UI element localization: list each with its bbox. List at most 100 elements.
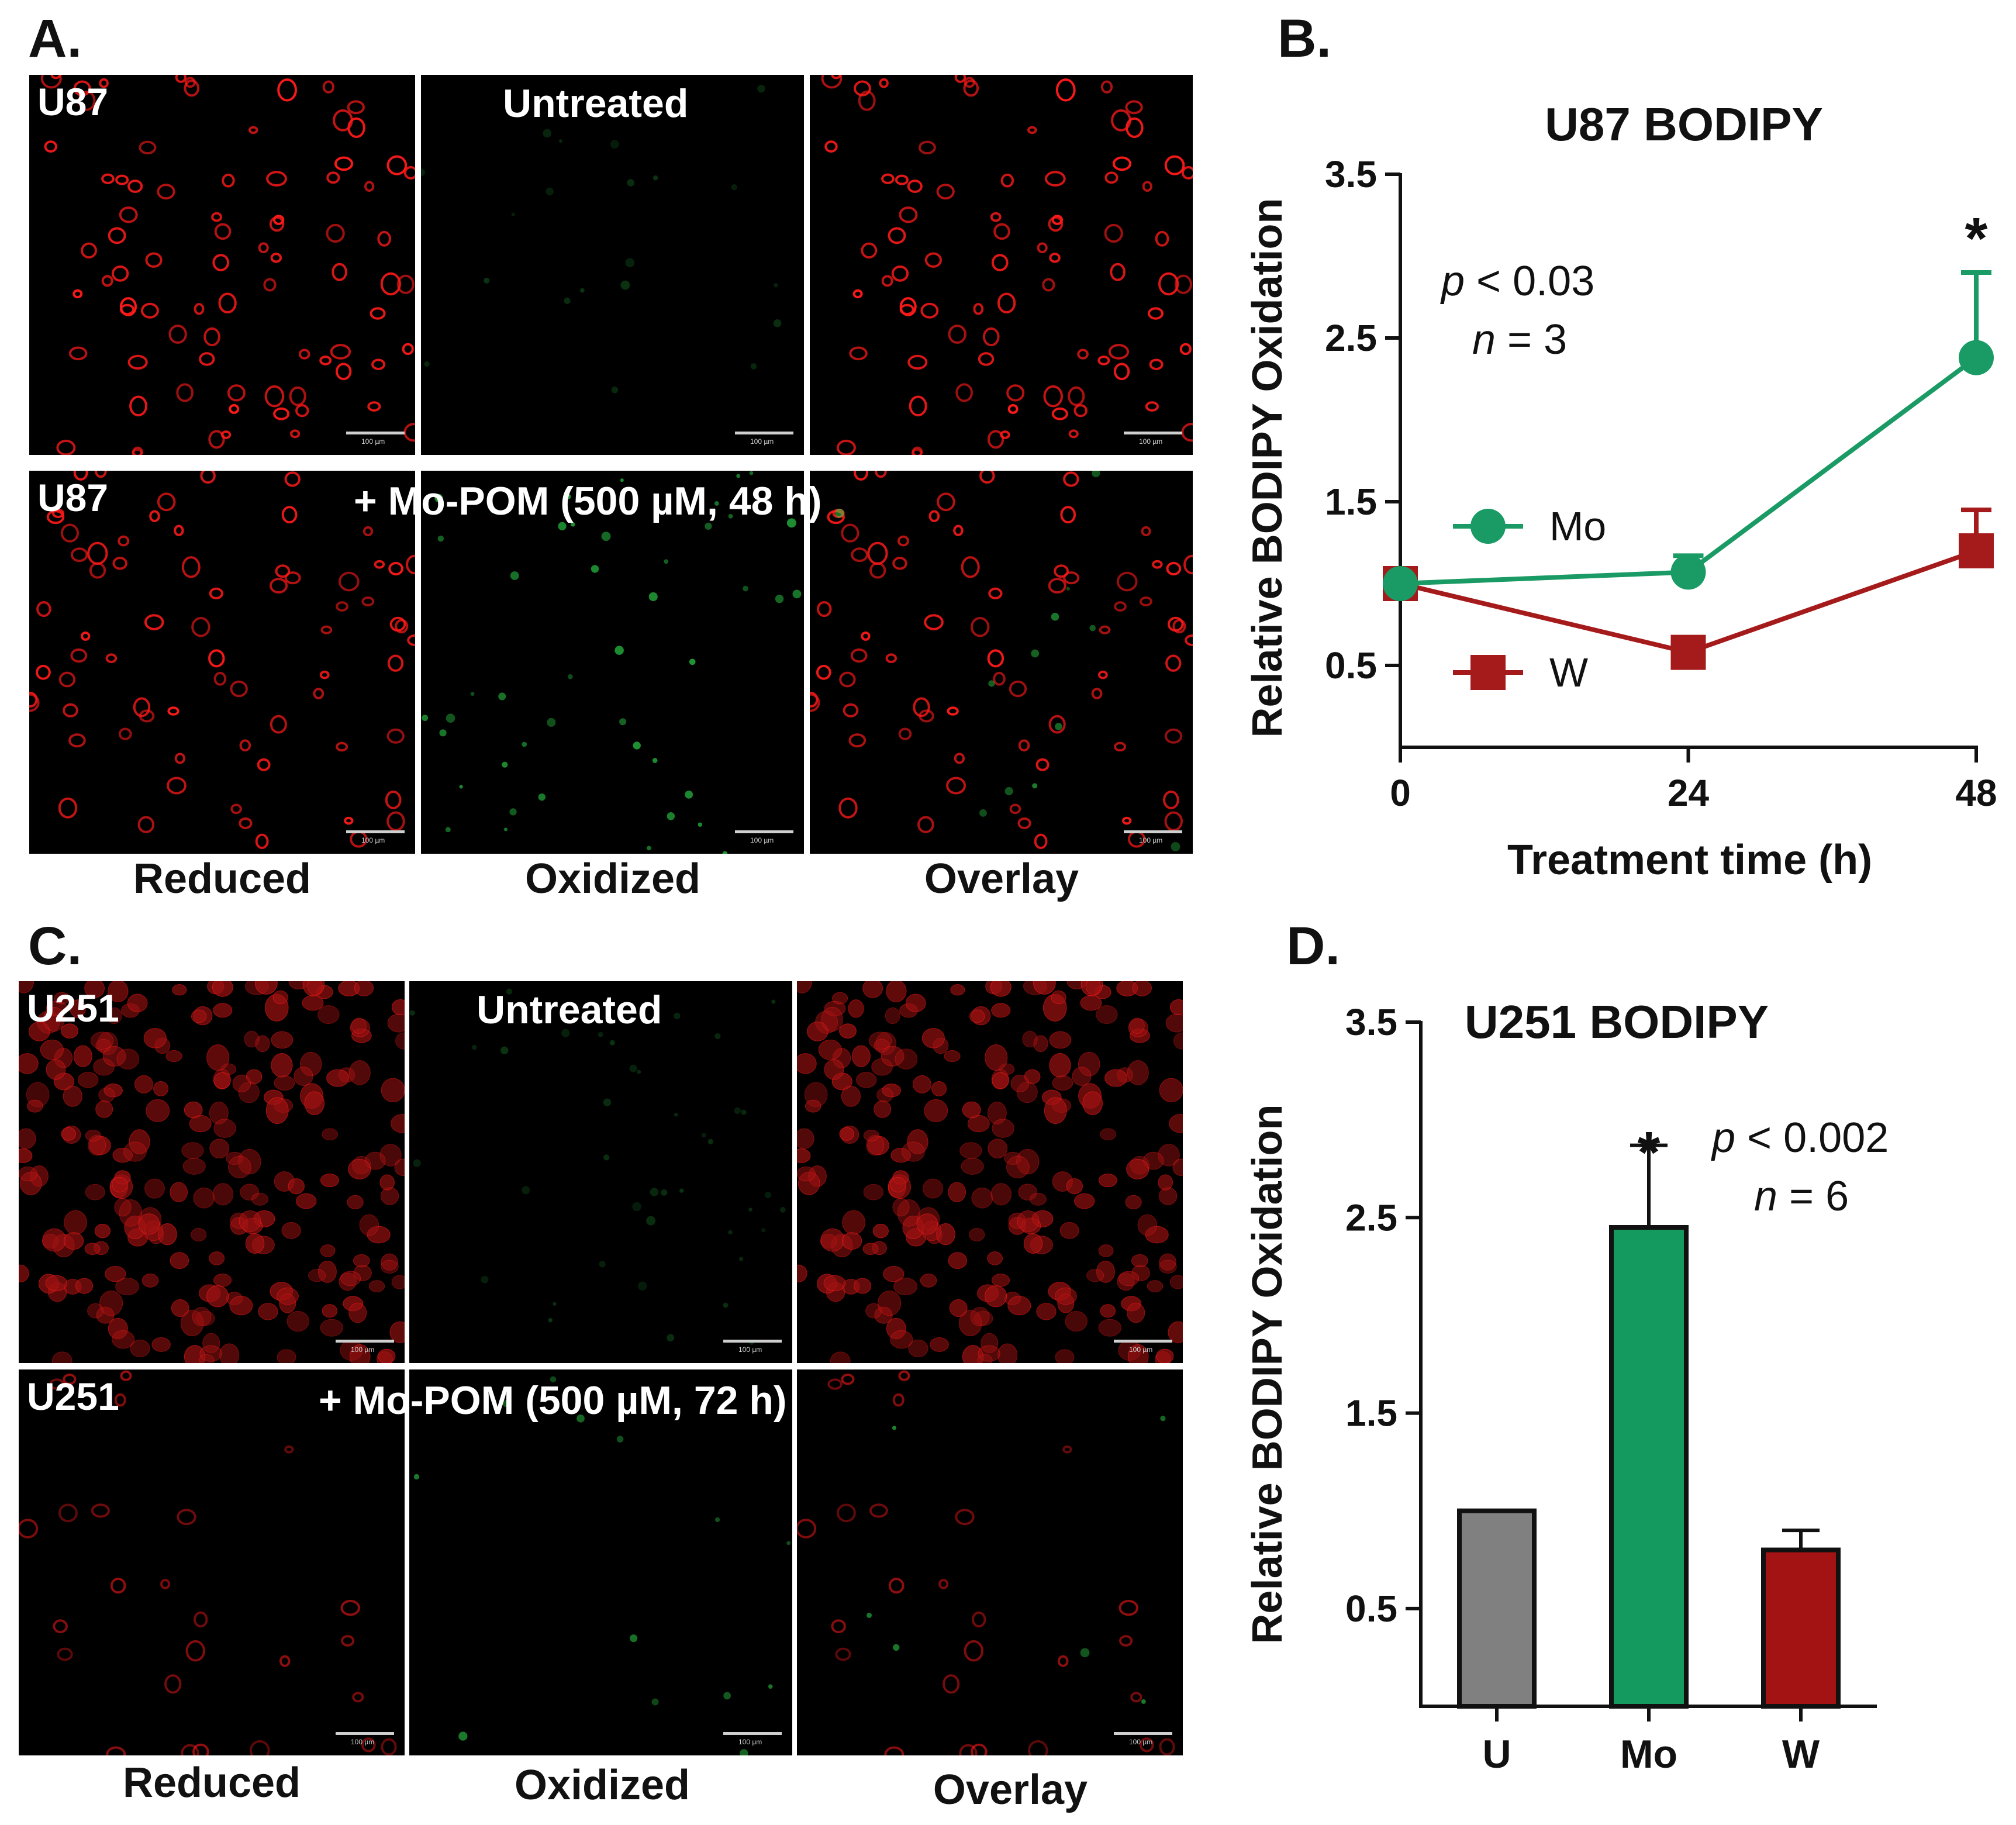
red-cell bbox=[959, 1142, 982, 1159]
red-cell bbox=[174, 525, 184, 536]
red-cell bbox=[1132, 981, 1152, 996]
red-cell bbox=[272, 990, 288, 1005]
red-cell bbox=[797, 981, 813, 993]
y-tick-label: 0.5 bbox=[1345, 1588, 1397, 1630]
red-cell bbox=[1130, 1692, 1142, 1703]
red-cell bbox=[326, 223, 345, 243]
green-spot bbox=[685, 791, 693, 799]
series-line-Mo bbox=[1400, 356, 1978, 586]
red-cell bbox=[907, 180, 923, 194]
red-cell bbox=[348, 1158, 371, 1179]
red-cell bbox=[27, 1099, 43, 1113]
red-cell bbox=[1163, 790, 1179, 810]
red-cell bbox=[851, 547, 868, 563]
green-spot bbox=[775, 594, 784, 603]
red-cell bbox=[1174, 274, 1192, 294]
red-cell bbox=[209, 1139, 230, 1159]
red-cell bbox=[111, 265, 129, 282]
green-spot bbox=[566, 494, 571, 499]
red-cell bbox=[867, 541, 888, 565]
x-tick-label: Mo bbox=[1620, 1732, 1677, 1776]
green-spot bbox=[633, 741, 641, 750]
red-cell bbox=[884, 1746, 905, 1755]
green-spot bbox=[599, 1261, 606, 1268]
scale-bar-label: 100 µm bbox=[750, 836, 774, 844]
green-spot bbox=[421, 168, 426, 177]
red-cell bbox=[797, 1264, 807, 1282]
red-cell bbox=[70, 648, 88, 663]
red-cell bbox=[924, 252, 943, 268]
red-cell bbox=[317, 1260, 337, 1283]
red-cell bbox=[70, 547, 88, 563]
red-cell bbox=[112, 557, 127, 570]
red-cell bbox=[947, 706, 959, 716]
red-cell bbox=[1121, 816, 1132, 825]
significance-star: * bbox=[1965, 206, 1988, 271]
red-cell bbox=[296, 1193, 317, 1209]
x-tick-label: W bbox=[1782, 1732, 1820, 1776]
red-cell bbox=[839, 1127, 854, 1141]
red-cell bbox=[61, 1023, 78, 1039]
red-cell bbox=[831, 1619, 846, 1634]
red-cell bbox=[797, 1148, 811, 1163]
u87-line-chart: U87 BODIPY 0.5 1.5 2.5 3.5 0 24 48 Treatment tim… bbox=[1228, 88, 2016, 918]
red-cell bbox=[380, 272, 401, 296]
red-cell bbox=[916, 1213, 938, 1235]
bar-U bbox=[1457, 1508, 1537, 1709]
red-cell bbox=[805, 1099, 821, 1113]
significance-star: * bbox=[1638, 1120, 1661, 1185]
red-cell bbox=[284, 571, 301, 585]
green-spot bbox=[610, 140, 619, 149]
red-cell bbox=[818, 1039, 842, 1060]
red-cell bbox=[385, 790, 402, 810]
red-cell bbox=[338, 571, 360, 592]
red-cell bbox=[165, 1050, 182, 1062]
green-spot bbox=[437, 535, 444, 542]
red-cell bbox=[290, 429, 301, 439]
green-spot bbox=[586, 1391, 590, 1395]
green-spot bbox=[522, 741, 527, 747]
green-spot bbox=[413, 1159, 421, 1167]
scale-bar bbox=[336, 1732, 394, 1735]
red-cell bbox=[98, 1087, 115, 1103]
x-axis-label: Treatment time (h) bbox=[1507, 837, 1872, 884]
green-spot bbox=[490, 509, 495, 513]
red-cell bbox=[1006, 384, 1025, 402]
green-spot bbox=[511, 212, 515, 216]
green-spot bbox=[667, 1334, 675, 1342]
green-spot bbox=[740, 1749, 748, 1755]
red-cell bbox=[199, 1354, 215, 1363]
red-cell bbox=[953, 525, 964, 536]
green-spot bbox=[558, 522, 567, 531]
green-spot bbox=[472, 1045, 477, 1050]
red-cell bbox=[361, 1737, 376, 1752]
red-cell bbox=[379, 1144, 402, 1167]
red-cell bbox=[192, 1743, 209, 1755]
red-cell bbox=[81, 242, 97, 259]
fluorescence-layer bbox=[29, 471, 415, 850]
green-spot bbox=[506, 988, 513, 995]
red-cell bbox=[946, 777, 966, 795]
red-cell bbox=[208, 649, 225, 668]
x-tick-label: U bbox=[1482, 1732, 1511, 1776]
fluorescence-layer bbox=[19, 981, 405, 1363]
green-spot bbox=[422, 715, 429, 722]
red-cell bbox=[172, 984, 187, 996]
red-cell bbox=[886, 1317, 906, 1340]
red-cell bbox=[1004, 1151, 1022, 1165]
red-cell bbox=[90, 1031, 114, 1050]
green-spot bbox=[698, 822, 703, 827]
red-cell bbox=[336, 601, 348, 612]
red-cell bbox=[374, 560, 385, 569]
red-cell bbox=[1034, 833, 1048, 850]
green-spot bbox=[439, 729, 447, 737]
red-cell bbox=[108, 227, 126, 244]
red-cell bbox=[407, 634, 415, 647]
red-cell bbox=[962, 1101, 981, 1119]
red-cell bbox=[396, 274, 415, 294]
green-spot bbox=[722, 851, 728, 854]
red-cell bbox=[85, 1184, 105, 1200]
u87-line-chart-svg: U87 BODIPY 0.5 1.5 2.5 3.5 0 24 48 Treatment tim… bbox=[1244, 98, 1997, 884]
column-label-overlay: Overlay bbox=[924, 855, 1079, 902]
red-cell bbox=[1049, 253, 1061, 263]
